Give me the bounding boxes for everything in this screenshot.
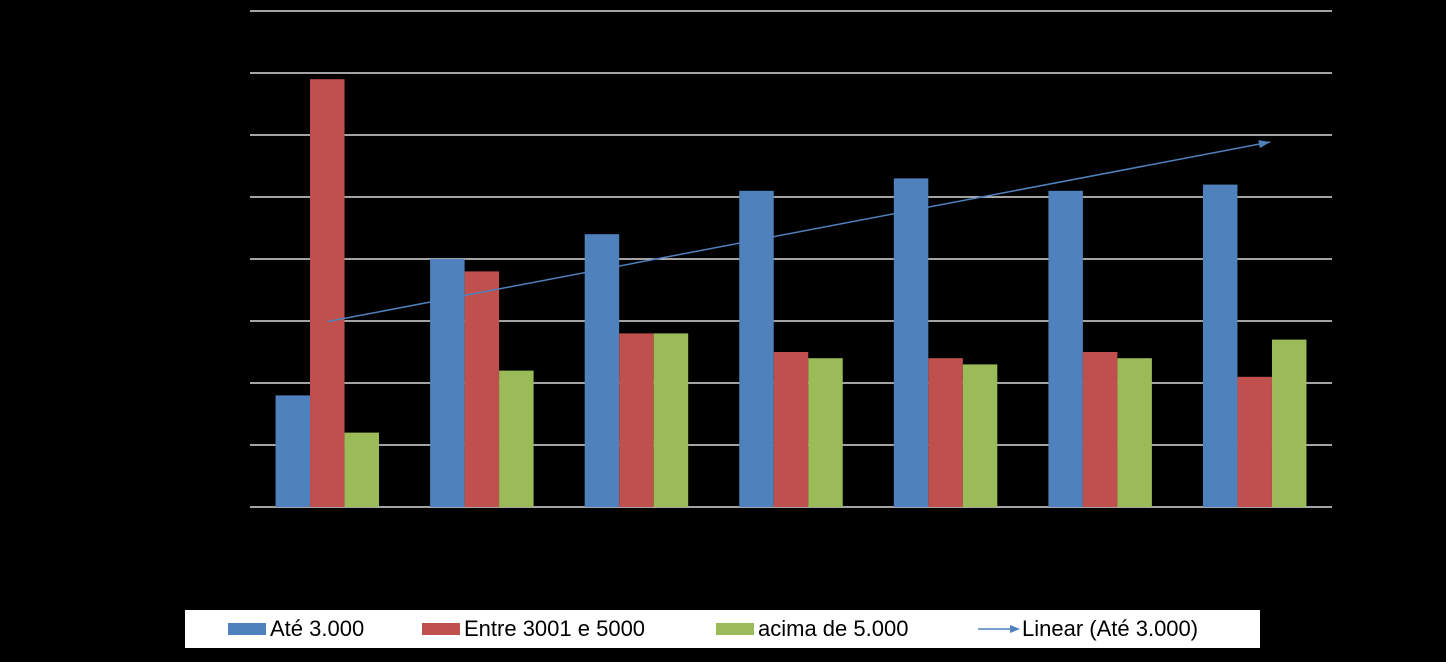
bar [619, 333, 654, 507]
y-tick-label: 70 [216, 59, 240, 84]
legend-swatch [228, 623, 266, 635]
legend-swatch [422, 623, 460, 635]
bar [1117, 358, 1152, 507]
bar [928, 358, 963, 507]
y-tick-label: 10 [216, 431, 240, 456]
y-tick-label: 60 [216, 121, 240, 146]
legend-trend-arrow [1010, 625, 1020, 633]
bar [739, 190, 774, 508]
bar [808, 358, 843, 507]
trendline [327, 141, 1271, 323]
legend-label: acima de 5.000 [758, 616, 908, 641]
bar [962, 364, 998, 507]
bar [584, 234, 620, 507]
legend-label: Entre 3001 e 5000 [464, 616, 645, 641]
bar [1237, 376, 1272, 507]
y-tick-label: 30 [216, 307, 240, 332]
y-tick-label: 20 [216, 369, 240, 394]
y-tick-label: 80 [216, 0, 240, 22]
y-tick-label: 0 [228, 493, 240, 518]
bar [344, 432, 380, 507]
bar [275, 395, 311, 507]
bar [773, 352, 809, 507]
legend-swatch [716, 623, 754, 635]
bar [464, 271, 500, 507]
legend-label: Até 3.000 [270, 616, 364, 641]
bar [499, 370, 534, 507]
bar [310, 79, 345, 507]
bar [653, 333, 689, 507]
y-tick-label: 40 [216, 245, 240, 270]
bar [1202, 184, 1238, 507]
legend-label: Linear (Até 3.000) [1022, 616, 1198, 641]
bar [893, 178, 929, 507]
bar [1082, 352, 1118, 507]
y-tick-label: 50 [216, 183, 240, 208]
bar [1271, 339, 1307, 507]
trendline-arrow [1258, 140, 1271, 149]
bar [1048, 190, 1083, 508]
